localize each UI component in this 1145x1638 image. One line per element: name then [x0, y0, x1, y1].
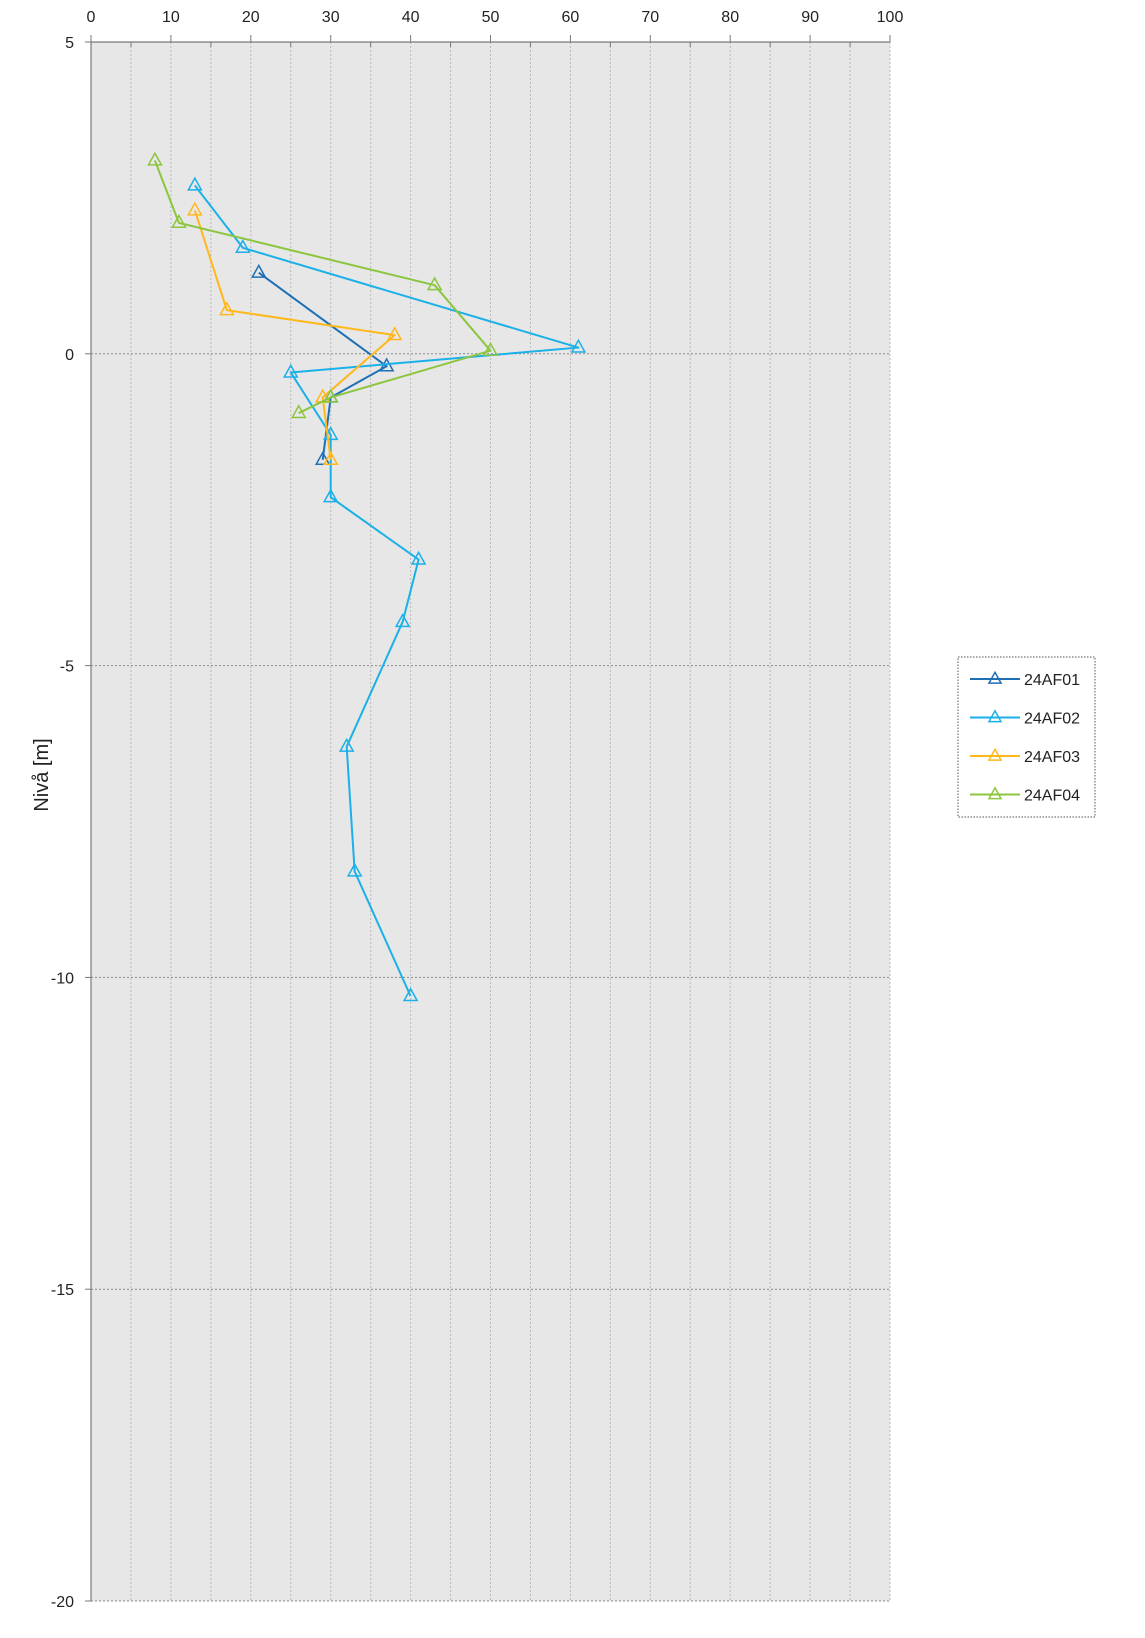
- x-tick-label: 20: [242, 9, 260, 26]
- data-point-marker: [394, 613, 411, 628]
- x-tick-label: 30: [322, 9, 340, 26]
- data-point-marker: [402, 987, 419, 1002]
- x-tick-label: 10: [162, 9, 180, 26]
- legend-marker: [987, 670, 1003, 684]
- x-tick-label: 0: [87, 9, 96, 26]
- legend-item: 24AF03: [970, 747, 1080, 766]
- y-tick-label: -20: [51, 1594, 74, 1611]
- x-tick-label: 60: [562, 9, 580, 26]
- y-tick-label: 5: [65, 35, 74, 52]
- x-tick-label: 80: [721, 9, 739, 26]
- legend-label: 24AF04: [1024, 788, 1080, 805]
- series-24AF02: [187, 176, 587, 1002]
- data-point-marker: [147, 151, 163, 166]
- y-tick-label: -15: [51, 1282, 74, 1299]
- data-point-marker: [322, 451, 339, 466]
- legend: 24AF01 24AF02 24AF03 24AF04: [957, 656, 1096, 818]
- legend-marker: [987, 709, 1003, 723]
- x-tick-label: 70: [641, 9, 659, 26]
- series-group: [147, 151, 587, 1002]
- x-tick-label: 50: [482, 9, 500, 26]
- legend-item: 24AF01: [970, 670, 1080, 689]
- series-line: [194, 184, 580, 997]
- legend-label: 24AF01: [1024, 672, 1080, 689]
- plot-area: [91, 42, 891, 1602]
- data-point-marker: [410, 550, 427, 565]
- legend-marker: [987, 747, 1003, 761]
- data-point-marker: [386, 326, 403, 341]
- y-tick-label: -5: [60, 659, 74, 676]
- data-point-marker: [251, 263, 267, 278]
- data-point-marker: [187, 201, 203, 216]
- data-point-marker: [570, 338, 587, 353]
- data-point-marker: [171, 214, 187, 229]
- series-line: [193, 210, 396, 460]
- y-tick-label: 0: [65, 347, 74, 364]
- data-point-marker: [322, 388, 339, 403]
- y-axis-label: Nivå [m]: [31, 738, 53, 811]
- data-point-marker: [346, 862, 363, 877]
- data-point-marker: [219, 301, 235, 316]
- data-point-marker: [187, 176, 203, 191]
- data-point-marker: [235, 238, 251, 253]
- x-tick-label: 40: [402, 9, 420, 26]
- legend-box: [957, 656, 1096, 818]
- legend-marker: [987, 786, 1003, 800]
- data-point-marker: [322, 488, 339, 503]
- legend-item: 24AF04: [970, 786, 1080, 805]
- legend-label: 24AF03: [1024, 749, 1080, 766]
- data-point-marker: [482, 341, 499, 356]
- legend-item: 24AF02: [970, 709, 1080, 728]
- data-point-marker: [426, 276, 443, 291]
- legend-label: 24AF02: [1024, 711, 1080, 728]
- y-tick-label: -10: [51, 970, 74, 987]
- data-point-marker: [282, 363, 299, 378]
- x-tick-label: 90: [801, 9, 819, 26]
- data-point-marker: [314, 451, 331, 466]
- x-tick-label: 100: [877, 9, 904, 26]
- data-point-marker: [338, 737, 355, 752]
- data-point-marker: [290, 404, 307, 419]
- series-24AF04: [147, 151, 499, 419]
